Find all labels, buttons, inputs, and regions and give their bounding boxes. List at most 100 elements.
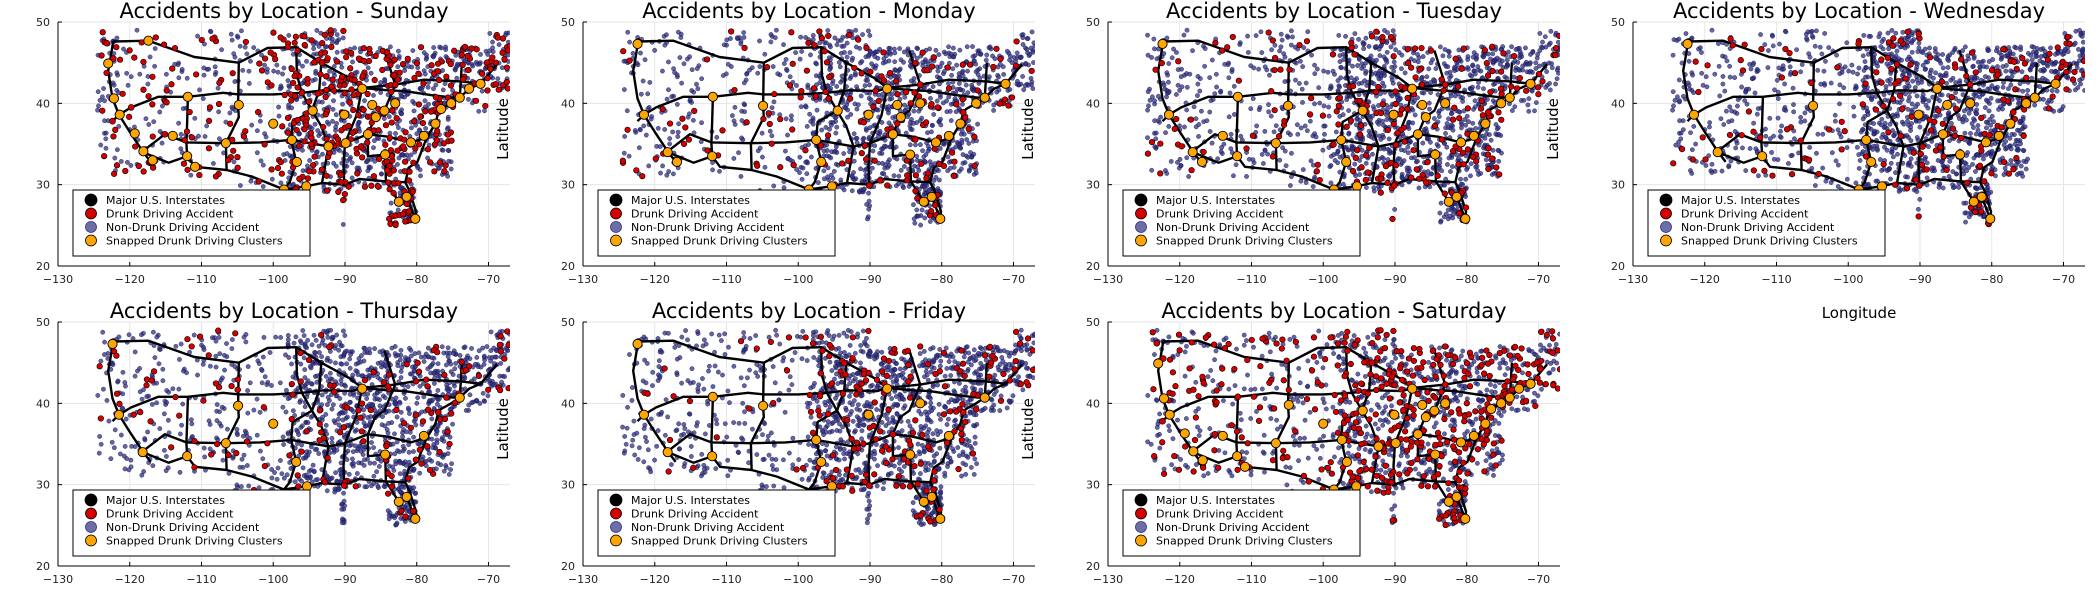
drunk-point [959, 61, 966, 68]
non-drunk-point [808, 52, 813, 58]
non-drunk-point [103, 136, 109, 142]
drunk-point [323, 73, 330, 80]
drunk-point [1330, 141, 1337, 148]
non-drunk-point [1448, 111, 1454, 117]
non-drunk-point [1262, 64, 1268, 70]
non-drunk-point [757, 38, 762, 44]
drunk-point [1390, 120, 1397, 128]
drunk-point [633, 167, 640, 174]
drunk-point [319, 39, 326, 47]
cluster-point [1443, 196, 1454, 207]
non-drunk-point [1164, 94, 1169, 100]
non-drunk-point [731, 156, 737, 161]
non-drunk-point [208, 29, 214, 35]
non-drunk-point [1436, 108, 1442, 114]
non-drunk-point [313, 68, 319, 74]
drunk-point [340, 197, 347, 204]
non-drunk-point [797, 170, 802, 175]
legend-marker [610, 207, 622, 220]
non-drunk-point [300, 147, 305, 153]
drunk-point [825, 95, 832, 102]
drunk-point [1404, 106, 1411, 113]
non-drunk-point [1744, 101, 1750, 107]
non-drunk-point [870, 148, 876, 154]
non-drunk-point [1227, 90, 1233, 96]
non-drunk-point [445, 117, 451, 122]
non-drunk-point [789, 117, 794, 123]
non-drunk-point [1279, 37, 1285, 43]
non-drunk-point [440, 147, 446, 153]
drunk-point [428, 62, 435, 69]
cluster-point [935, 213, 946, 224]
drunk-point [402, 129, 409, 136]
non-drunk-point [1277, 48, 1282, 54]
drunk-point [171, 45, 179, 52]
non-drunk-point [769, 133, 775, 139]
non-drunk-point [237, 43, 243, 49]
non-drunk-point [334, 121, 339, 126]
non-drunk-point [902, 102, 907, 108]
non-drunk-point [755, 70, 761, 76]
non-drunk-point [664, 172, 670, 178]
drunk-point [1510, 52, 1518, 60]
non-drunk-point [652, 48, 658, 53]
drunk-point [459, 61, 466, 68]
non-drunk-point [923, 152, 929, 157]
drunk-point [894, 120, 901, 127]
drunk-point [1423, 179, 1430, 186]
drunk-point [754, 162, 761, 169]
drunk-point [1362, 152, 1370, 159]
non-drunk-point [1155, 118, 1161, 124]
x-tick-label: −100 [258, 273, 288, 286]
non-drunk-point [1169, 55, 1175, 61]
non-drunk-point [1145, 32, 1150, 38]
non-drunk-point [1421, 127, 1427, 132]
non-drunk-point [1555, 39, 1560, 45]
cluster-point [758, 100, 769, 111]
non-drunk-point [1282, 54, 1288, 60]
non-drunk-point [964, 59, 969, 64]
drunk-point [1377, 109, 1385, 117]
non-drunk-point [329, 36, 335, 42]
non-drunk-point [1014, 50, 1020, 56]
non-drunk-point [172, 61, 178, 67]
non-drunk-point [395, 64, 401, 70]
non-drunk-point [1177, 87, 1182, 93]
non-drunk-point [1444, 121, 1450, 126]
non-drunk-point [365, 158, 370, 164]
drunk-point [323, 86, 330, 94]
drunk-point [666, 120, 674, 127]
non-drunk-point [287, 84, 292, 90]
drunk-point [230, 147, 237, 154]
non-drunk-point [836, 60, 842, 65]
non-drunk-point [216, 109, 221, 115]
drunk-point [1460, 161, 1467, 168]
non-drunk-point [333, 128, 338, 133]
y-tick-label: 50 [1611, 16, 1625, 29]
drunk-point [934, 104, 941, 111]
non-drunk-point [157, 129, 163, 134]
non-drunk-point [1415, 158, 1420, 164]
non-drunk-point [1166, 124, 1172, 129]
y-tick-label: 20 [561, 260, 575, 273]
non-drunk-point [866, 95, 872, 101]
drunk-point [1171, 125, 1178, 133]
non-drunk-point [415, 165, 420, 170]
non-drunk-point [637, 127, 643, 133]
non-drunk-point [312, 121, 318, 127]
non-drunk-point [1449, 122, 1454, 128]
non-drunk-point [1256, 66, 1261, 72]
drunk-point [817, 142, 825, 149]
drunk-point [99, 29, 106, 36]
cluster-point [1460, 213, 1471, 224]
non-drunk-point [425, 155, 430, 161]
non-drunk-point [1340, 112, 1346, 117]
non-drunk-point [1265, 151, 1270, 157]
non-drunk-point [103, 145, 109, 151]
drunk-point [323, 135, 330, 143]
drunk-point [360, 45, 367, 52]
non-drunk-point [331, 98, 336, 104]
non-drunk-point [646, 163, 652, 169]
